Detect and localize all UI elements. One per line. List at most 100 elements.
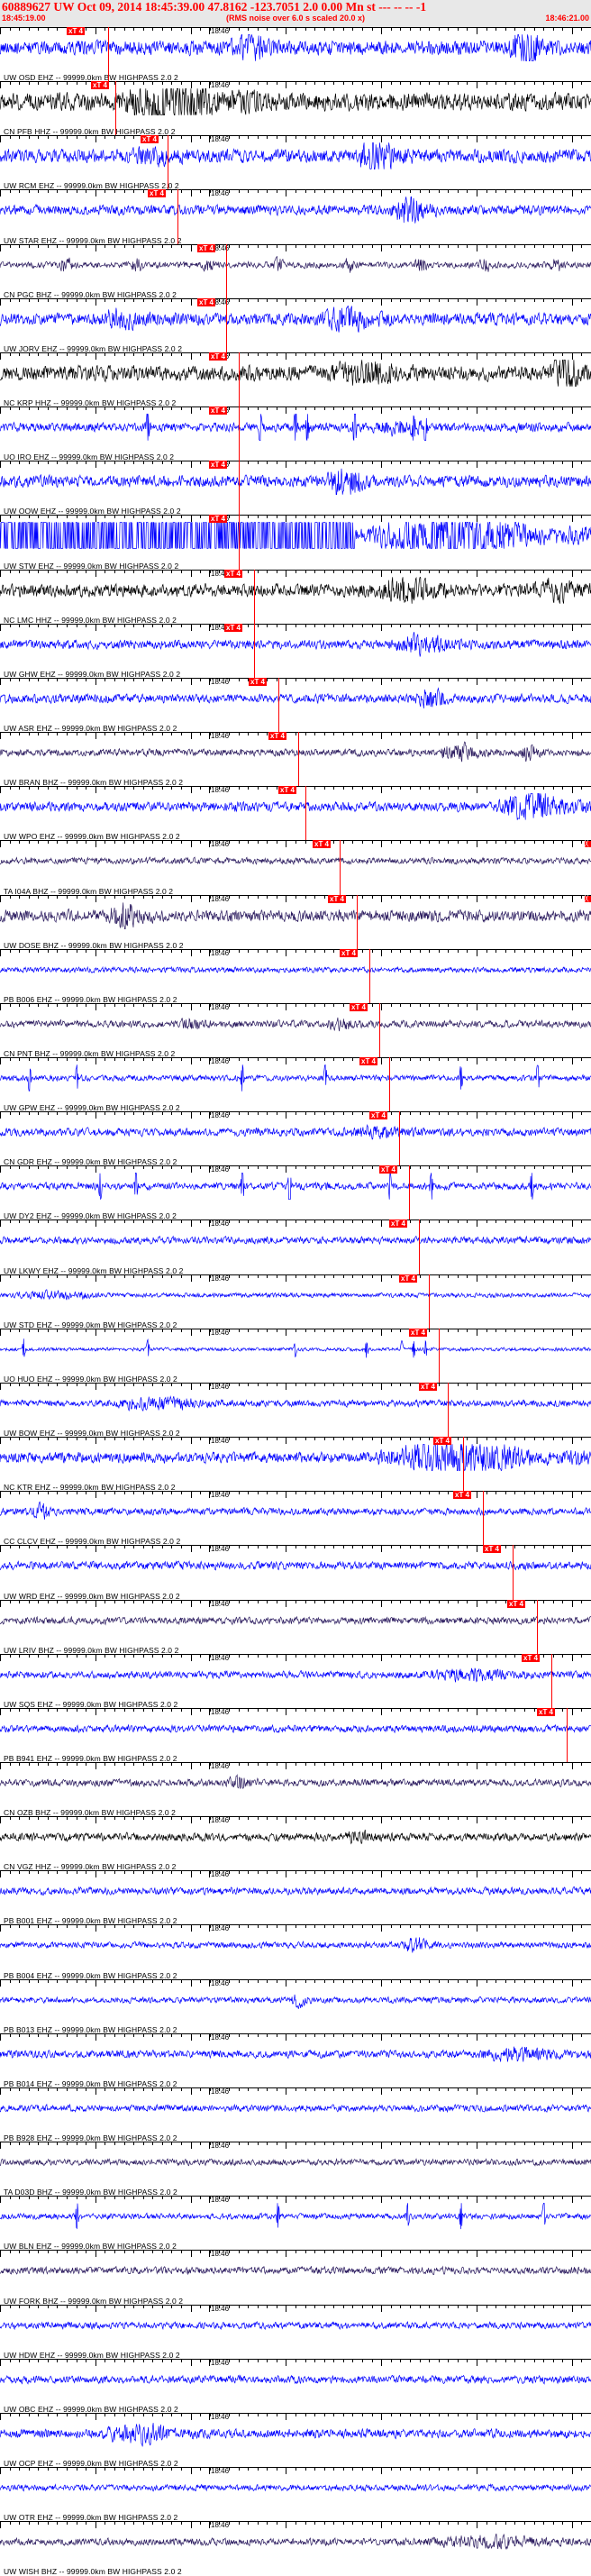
trace-row[interactable]: 18:46 UW OBC EHZ -- 99999.0km BW HIGHPASS… [0, 2358, 591, 2413]
phase-pick-line[interactable] [254, 569, 255, 624]
amplitude-scale-tag[interactable]: xT 4 [419, 1382, 438, 1391]
amplitude-scale-tag[interactable]: xT 4 [313, 840, 332, 849]
phase-pick-line[interactable] [369, 948, 370, 1003]
trace-row[interactable]: 18:46 xT 4 CC CLCV EHZ -- 99999.0km BW HIG… [0, 1491, 591, 1546]
amplitude-scale-tag[interactable]: xT 4 [197, 243, 216, 252]
phase-pick-line[interactable] [419, 1219, 420, 1274]
amplitude-scale-tag[interactable]: xT 4 [399, 1274, 418, 1283]
trace-row[interactable]: 18:46 xT 4 UW SQS EHZ -- 99999.0km BW HIGH… [0, 1653, 591, 1708]
trace-row[interactable]: 18:46 PB B928 EHZ -- 99999.0km BW HIGHPAS… [0, 2087, 591, 2142]
phase-pick-line[interactable] [379, 1002, 380, 1057]
trace-row[interactable]: 18:46 xT 4 UW BRAN BHZ -- 99999.0km BW HIG… [0, 732, 591, 787]
phase-pick-line[interactable] [115, 81, 116, 136]
trace-row[interactable]: 18:46 xT 4 PB B006 EHZ -- 99999.0km BW HIG… [0, 948, 591, 1003]
trace-row[interactable]: 18:46 xT 4 ╳ TA I04A BHZ -- 99999.0km BW HI… [0, 840, 591, 895]
amplitude-scale-tag[interactable]: xT 4 [67, 27, 86, 35]
phase-pick-line[interactable] [278, 677, 279, 733]
trace-row[interactable]: 18:46 xT 4 NC KTR EHZ -- 99999.0km BW HIGH… [0, 1437, 591, 1492]
phase-pick-line[interactable] [409, 1165, 410, 1220]
phase-pick-line[interactable] [537, 1599, 538, 1654]
trace-row[interactable]: 18:46 xT 4 UW OSD EHZ -- 99999.0km BW HIGH… [0, 27, 591, 82]
trace-row[interactable]: 18:46 xT 4 CN GDR EHZ -- 99999.0km BW HIGH… [0, 1111, 591, 1166]
amplitude-scale-tag[interactable]: xT 4 [209, 515, 228, 524]
trace-row[interactable]: 18:46 xT 4 UW STD EHZ -- 99999.0km BW HIGH… [0, 1274, 591, 1329]
trace-row[interactable]: 18:46 xT 4 UW GPW EHZ -- 99999.0km BW HIGH… [0, 1056, 591, 1112]
amplitude-scale-tag[interactable]: xT 4 [453, 1491, 472, 1500]
trace-row[interactable]: 18:46 xT 4 NC LMC HHZ -- 99999.0km BW HIGH… [0, 569, 591, 624]
trace-row[interactable]: 18:46 UW HDW EHZ -- 99999.0km BW HIGHPASS… [0, 2304, 591, 2359]
trace-row[interactable]: 18:46 PB B004 EHZ -- 99999.0km BW HIGHPAS… [0, 1924, 591, 1979]
phase-pick-line[interactable] [226, 297, 227, 352]
amplitude-scale-tag[interactable]: xT 4 [537, 1707, 556, 1716]
amplitude-scale-tag[interactable]: xT 4 [389, 1219, 408, 1229]
phase-pick-line[interactable] [340, 840, 341, 895]
phase-pick-line[interactable] [239, 515, 240, 570]
phase-pick-line[interactable] [483, 1491, 484, 1546]
trace-row[interactable]: 18:46 PB B001 EHZ -- 99999.0km BW HIGHPAS… [0, 1870, 591, 1925]
trace-row[interactable]: 18:46 PB B013 EHZ -- 99999.0km BW HIGHPAS… [0, 1978, 591, 2033]
phase-pick-line[interactable] [551, 1653, 552, 1708]
trace-row[interactable]: 18:46 xT 4 PB B941 EHZ -- 99999.0km BW HIG… [0, 1707, 591, 1762]
trace-row[interactable]: 18:46 xT 4 UW LKWY EHZ -- 99999.0km BW HIG… [0, 1219, 591, 1274]
trace-row[interactable]: 18:46 xT 4 UO HUO EHZ -- 99999.0km BW HIGH… [0, 1328, 591, 1383]
trace-row[interactable]: 18:46 PB B014 EHZ -- 99999.0km BW HIGHPAS… [0, 2032, 591, 2087]
phase-pick-line[interactable] [513, 1545, 514, 1600]
trace-row[interactable]: 18:46 UW OTR EHZ -- 99999.0km BW HIGHPASS… [0, 2467, 591, 2522]
phase-pick-line[interactable] [305, 786, 306, 841]
trace-row[interactable]: 18:46 CN OZB BHZ -- 99999.0km BW HIGHPASS… [0, 1762, 591, 1817]
amplitude-scale-tag[interactable]: xT 4 [369, 1111, 388, 1120]
amplitude-scale-tag[interactable]: xT 4 [141, 135, 159, 144]
phase-pick-line[interactable] [254, 623, 255, 678]
amplitude-scale-tag[interactable]: xT 4 [483, 1545, 502, 1554]
phase-pick-line[interactable] [298, 732, 299, 787]
trace-row[interactable]: 18:46 UW FORK BHZ -- 99999.0km BW HIGHPAS… [0, 2250, 591, 2305]
amplitude-scale-tag[interactable]: xT 4 [148, 189, 167, 198]
amplitude-scale-tag[interactable]: xT 4 [433, 1437, 452, 1446]
trace-row[interactable]: 18:46 xT 4 CN PNT BHZ -- 99999.0km BW HIGH… [0, 1002, 591, 1057]
amplitude-scale-tag[interactable]: xT 4 [278, 786, 297, 795]
phase-pick-line[interactable] [108, 27, 109, 82]
trace-row[interactable]: 18:46 UW OCP EHZ -- 99999.0km BW HIGHPASS… [0, 2412, 591, 2468]
amplitude-scale-tag[interactable]: xT 4 [249, 677, 268, 686]
trace-row[interactable]: 18:46 xT 4 UW DY2 EHZ -- 99999.0km BW HIGH… [0, 1165, 591, 1220]
phase-pick-line[interactable] [177, 189, 178, 244]
phase-pick-line[interactable] [567, 1707, 568, 1762]
phase-pick-line[interactable] [239, 352, 240, 407]
phase-pick-line[interactable] [357, 894, 358, 949]
amplitude-scale-tag[interactable]: xT 4 [209, 461, 228, 470]
phase-pick-line[interactable] [239, 461, 240, 516]
amplitude-scale-tag[interactable]: xT 4 [507, 1599, 526, 1608]
phase-pick-line[interactable] [226, 243, 227, 298]
trace-row[interactable]: 18:46 UW WISH BHZ -- 99999.0km BW HIGHPAS… [0, 2521, 591, 2576]
trace-row[interactable]: 18:46 xT 4 UW LRIV BHZ -- 99999.0km BW HIG… [0, 1599, 591, 1654]
trace-row[interactable]: 18:46 xT 4 UW STAR EHZ -- 99999.0km BW HIG… [0, 189, 591, 244]
trace-row[interactable]: 18:46 xT 4 UW WRD EHZ -- 99999.0km BW HIGH… [0, 1545, 591, 1600]
trace-row[interactable]: 18:46 xT 4 UW RCM EHZ -- 99999.0km BW HIGH… [0, 135, 591, 190]
phase-pick-line[interactable] [399, 1111, 400, 1166]
trace-row[interactable]: 18:46 xT 4 UW ASR EHZ -- 99999.0km BW HIGH… [0, 677, 591, 733]
close-icon[interactable]: ╳ [585, 895, 591, 902]
amplitude-scale-tag[interactable]: xT 4 [197, 297, 216, 306]
trace-row[interactable]: 18:46 TA D03D BHZ -- 99999.0km BW HIGHPAS… [0, 2142, 591, 2197]
trace-row[interactable]: 18:46 xT 4 CN PGC BHZ -- 99999.0km BW HIGH… [0, 243, 591, 298]
trace-row[interactable]: 18:46 UW BLN EHZ -- 99999.0km BW HIGHPASS… [0, 2196, 591, 2251]
amplitude-scale-tag[interactable]: xT 4 [522, 1653, 541, 1662]
trace-row[interactable]: 18:46 CN VGZ HHZ -- 99999.0km BW HIGHPASS… [0, 1816, 591, 1871]
amplitude-scale-tag[interactable]: xT 4 [409, 1328, 428, 1337]
amplitude-scale-tag[interactable]: xT 4 [359, 1056, 378, 1065]
amplitude-scale-tag[interactable]: xT 4 [224, 569, 243, 578]
close-icon[interactable]: ╳ [585, 841, 591, 848]
trace-row[interactable]: 18:46 xT 4 UW WPO EHZ -- 99999.0km BW HIGH… [0, 786, 591, 841]
trace-row[interactable]: 18:46 xT 4 UW BOW EHZ -- 99999.0km BW HIGH… [0, 1382, 591, 1438]
amplitude-scale-tag[interactable]: xT 4 [268, 732, 287, 741]
amplitude-scale-tag[interactable]: xT 4 [209, 352, 228, 361]
trace-row[interactable]: 18:46 xT 4 ╳ UW DOSE BHZ -- 99999.0km BW HI… [0, 894, 591, 949]
amplitude-scale-tag[interactable]: xT 4 [91, 81, 110, 90]
trace-row[interactable]: 18:46 xT 4 UW GHW EHZ -- 99999.0km BW HIGH… [0, 623, 591, 678]
amplitude-scale-tag[interactable]: xT 4 [340, 948, 359, 957]
trace-row[interactable]: 18:46 xT 4 CN PFB HHZ -- 99999.0km BW HIGH… [0, 81, 591, 136]
